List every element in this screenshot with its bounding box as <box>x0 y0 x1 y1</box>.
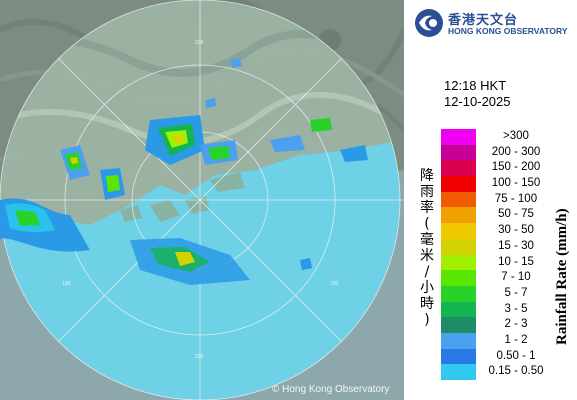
range-label-southwest: 100 <box>62 281 71 287</box>
legend-label: 2 - 3 <box>504 318 528 331</box>
observation-date: 12-10-2025 <box>444 94 511 109</box>
radar-map-svg: 100 100 100 100 <box>0 0 404 400</box>
legend-labels: >300 200 - 300 150 - 200 100 - 150 75 - 100 5… <box>483 129 549 380</box>
org-name-english: HONG KONG OBSERVATORY <box>448 26 568 36</box>
legend-swatch <box>441 238 476 255</box>
legend-swatch <box>441 160 476 177</box>
range-ring-labels: 100 100 100 100 <box>62 40 339 360</box>
legend-swatch <box>441 176 476 192</box>
legend-swatch <box>441 129 476 145</box>
legend-title-chinese: 降雨率(毫米 / 小時) <box>420 168 434 328</box>
legend-swatch <box>441 270 476 286</box>
legend-label: 5 - 7 <box>504 286 528 299</box>
legend-label: 30 - 50 <box>498 224 534 237</box>
legend-label: 1 - 2 <box>504 333 528 346</box>
range-label-north: 100 <box>195 40 204 46</box>
org-name-chinese: 香港天文台 <box>448 13 519 28</box>
legend-title-english: Rainfall Rate (mm/h) <box>554 208 570 345</box>
radar-echoes <box>0 58 368 285</box>
hko-logo: 香港天文台 HONG KONG OBSERVATORY <box>414 6 574 40</box>
legend-label: 7 - 10 <box>501 271 531 284</box>
legend-label: 200 - 300 <box>491 145 541 158</box>
legend-swatch <box>441 317 476 333</box>
copyright-notice: © Hong Kong Observatory <box>272 384 390 395</box>
legend-swatch <box>441 301 476 318</box>
legend-color-scale <box>441 129 476 380</box>
legend-swatch <box>441 332 476 349</box>
legend-label: 150 - 200 <box>491 161 541 174</box>
legend-label: 100 - 150 <box>491 177 541 190</box>
legend-swatch <box>441 207 476 224</box>
legend-swatch <box>441 285 476 302</box>
legend-label: 50 - 75 <box>498 208 534 221</box>
legend-label: 3 - 5 <box>504 302 528 315</box>
observation-time: 12:18 HKT <box>444 78 507 93</box>
radar-map: 100 100 100 100 <box>0 0 404 400</box>
range-label-south: 100 <box>195 354 204 360</box>
legend-label: >300 <box>503 130 529 142</box>
legend-panel: 香港天文台 HONG KONG OBSERVATORY 12:18 HKT 12… <box>404 0 577 400</box>
legend-swatch <box>441 364 476 380</box>
legend-label: 15 - 30 <box>498 239 534 252</box>
legend-swatch <box>441 348 476 365</box>
legend-label: 10 - 15 <box>498 255 534 268</box>
hko-logo-icon <box>415 9 443 37</box>
legend-swatch <box>441 223 476 239</box>
legend-swatch <box>441 191 476 208</box>
legend-label: 0.50 - 1 <box>496 349 536 362</box>
range-label-southeast: 100 <box>330 281 339 287</box>
legend-swatch <box>441 144 476 161</box>
legend-label: 0.15 - 0.50 <box>488 365 544 378</box>
legend-swatch <box>441 254 476 271</box>
legend-label: 75 - 100 <box>494 192 538 205</box>
